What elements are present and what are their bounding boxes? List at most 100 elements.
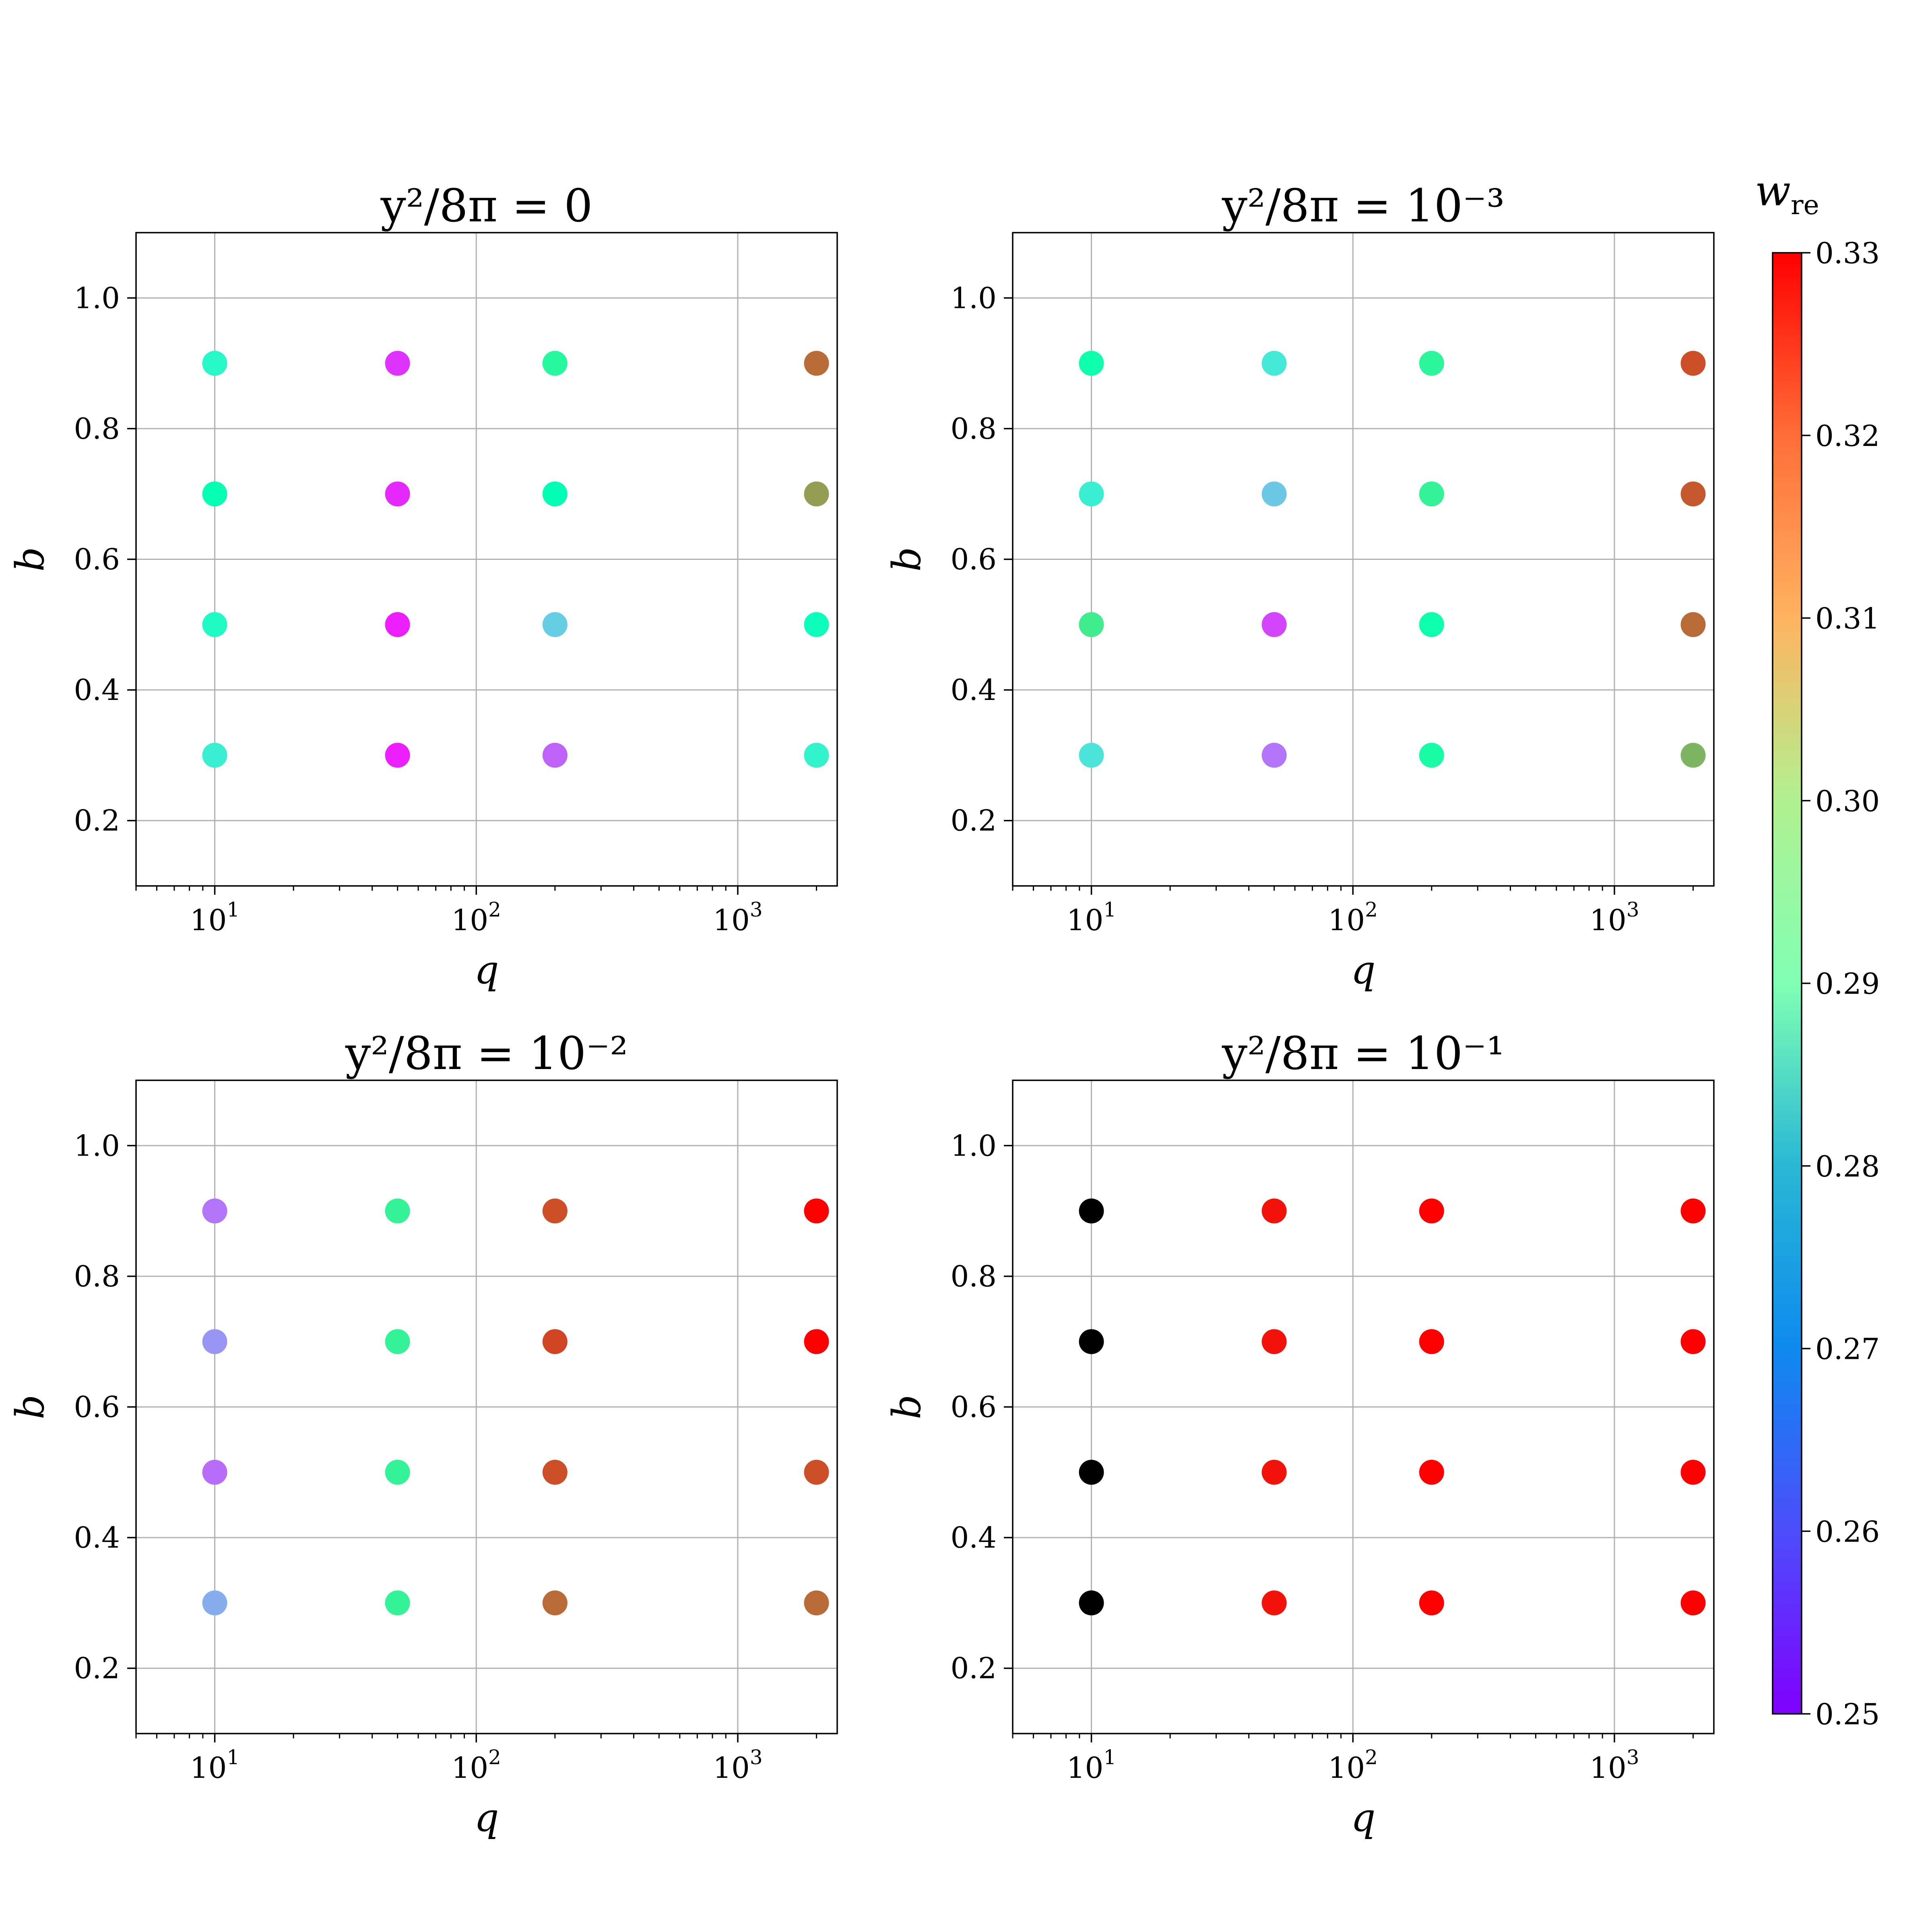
y-tick-label: 1.0 xyxy=(950,1129,997,1162)
x-tick-label: 103 xyxy=(713,898,762,937)
colorbar-label: wre xyxy=(1755,166,1819,221)
data-point xyxy=(202,612,227,637)
x-tick-label: 101 xyxy=(190,1746,239,1785)
y-tick-label: 0.8 xyxy=(950,1259,997,1293)
y-tick-label: 0.6 xyxy=(74,543,120,576)
data-point xyxy=(804,1590,829,1616)
y-tick-label: 0.6 xyxy=(74,1390,120,1424)
y-tick-label: 0.6 xyxy=(950,1390,997,1424)
data-point xyxy=(202,1459,227,1485)
colorbar: 0.25 0.26 0.27 0.28 0.29 0.30 0.31 0.32 0.33 wre xyxy=(1755,166,1880,1731)
data-point xyxy=(1419,1198,1444,1224)
data-point xyxy=(1419,481,1444,507)
data-point xyxy=(1079,351,1104,376)
data-point xyxy=(804,612,829,637)
data-point xyxy=(385,612,410,637)
y-tick-label: 0.8 xyxy=(74,1259,120,1293)
data-point xyxy=(1261,481,1287,507)
data-point xyxy=(385,743,410,768)
panel-title: y²/8π = 10⁻¹ xyxy=(1222,1028,1505,1080)
panel-1: 101 102 103 0.2 0.4 0.6 0.8 1.0 y²/8π = 0 q b xyxy=(8,180,838,993)
colorbar-tick-label: 0.31 xyxy=(1815,602,1880,636)
y-axis-label: b xyxy=(884,547,929,572)
x-tick-label: 102 xyxy=(1328,898,1378,937)
y-tick-label: 0.2 xyxy=(74,1651,120,1685)
plot-frame xyxy=(1012,232,1715,887)
data-point xyxy=(1680,351,1706,376)
y-tick-label: 1.0 xyxy=(950,281,997,315)
panel-4: 101 102 103 0.2 0.4 0.6 0.8 1.0 y²/8π = 10⁻¹ q b xyxy=(884,1028,1715,1840)
data-point xyxy=(1680,1329,1706,1354)
data-point xyxy=(804,1329,829,1354)
x-tick-label: 101 xyxy=(1067,898,1116,937)
x-axis-label: q xyxy=(474,1795,499,1840)
panel-3: 101 102 103 0.2 0.4 0.6 0.8 1.0 y²/8π = 10⁻² q b xyxy=(8,1028,838,1840)
colorbar-tick-label: 0.29 xyxy=(1815,967,1880,1001)
data-point xyxy=(1419,351,1444,376)
y-tick-label: 0.2 xyxy=(950,1651,997,1685)
colorbar-tick-label: 0.25 xyxy=(1815,1697,1880,1731)
data-point xyxy=(1079,481,1104,507)
data-point xyxy=(202,743,227,768)
data-point xyxy=(202,351,227,376)
data-point xyxy=(542,481,568,507)
data-point xyxy=(542,743,568,768)
data-point xyxy=(1079,1590,1104,1616)
panel-title: y²/8π = 10⁻² xyxy=(345,1028,628,1080)
panel-title: y²/8π = 0 xyxy=(380,180,592,232)
x-tick-label: 103 xyxy=(1589,1746,1639,1785)
colorbar-gradient xyxy=(1773,253,1802,1714)
x-tick-label: 101 xyxy=(1067,1746,1116,1785)
x-tick-label: 101 xyxy=(190,898,239,937)
data-point xyxy=(1261,1198,1287,1224)
panel-2: 101 102 103 0.2 0.4 0.6 0.8 1.0 y²/8π = 10⁻³ q b xyxy=(884,180,1715,993)
data-point xyxy=(1079,1459,1104,1485)
data-point xyxy=(542,1198,568,1224)
data-point xyxy=(1261,351,1287,376)
data-point xyxy=(804,481,829,507)
colorbar-tick-label: 0.27 xyxy=(1815,1332,1880,1366)
data-point xyxy=(542,351,568,376)
data-point xyxy=(1079,743,1104,768)
y-tick-label: 0.2 xyxy=(950,804,997,838)
data-point xyxy=(202,1590,227,1616)
data-point xyxy=(385,1198,410,1224)
data-point xyxy=(1680,1198,1706,1224)
data-point xyxy=(385,481,410,507)
data-point xyxy=(385,1459,410,1485)
data-point xyxy=(542,1329,568,1354)
data-point xyxy=(804,1198,829,1224)
data-point xyxy=(1680,1459,1706,1485)
data-point xyxy=(202,481,227,507)
x-tick-label: 102 xyxy=(452,898,501,937)
data-point xyxy=(1261,612,1287,637)
y-tick-label: 0.4 xyxy=(950,1521,997,1554)
y-tick-label: 0.4 xyxy=(74,673,120,707)
data-point xyxy=(804,1459,829,1485)
y-tick-label: 0.2 xyxy=(74,804,120,838)
colorbar-tick-label: 0.26 xyxy=(1815,1515,1880,1548)
data-point xyxy=(1261,1459,1287,1485)
plot-frame xyxy=(135,232,838,887)
y-tick-label: 0.6 xyxy=(950,543,997,576)
data-point xyxy=(1419,1590,1444,1616)
data-point xyxy=(385,1329,410,1354)
data-point xyxy=(542,1459,568,1485)
y-tick-label: 0.8 xyxy=(950,412,997,446)
x-tick-label: 102 xyxy=(1328,1746,1378,1785)
y-axis-label: b xyxy=(8,547,53,572)
data-point xyxy=(804,743,829,768)
data-point xyxy=(542,1590,568,1616)
data-point xyxy=(1261,1590,1287,1616)
colorbar-tick-label: 0.32 xyxy=(1815,419,1880,453)
data-point xyxy=(1419,1459,1444,1485)
data-point xyxy=(202,1198,227,1224)
data-point xyxy=(1680,743,1706,768)
y-tick-label: 0.4 xyxy=(74,1521,120,1554)
data-point xyxy=(1261,743,1287,768)
x-tick-label: 102 xyxy=(452,1746,501,1785)
y-tick-label: 0.8 xyxy=(74,412,120,446)
x-axis-label: q xyxy=(1351,1795,1375,1840)
data-point xyxy=(1261,1329,1287,1354)
